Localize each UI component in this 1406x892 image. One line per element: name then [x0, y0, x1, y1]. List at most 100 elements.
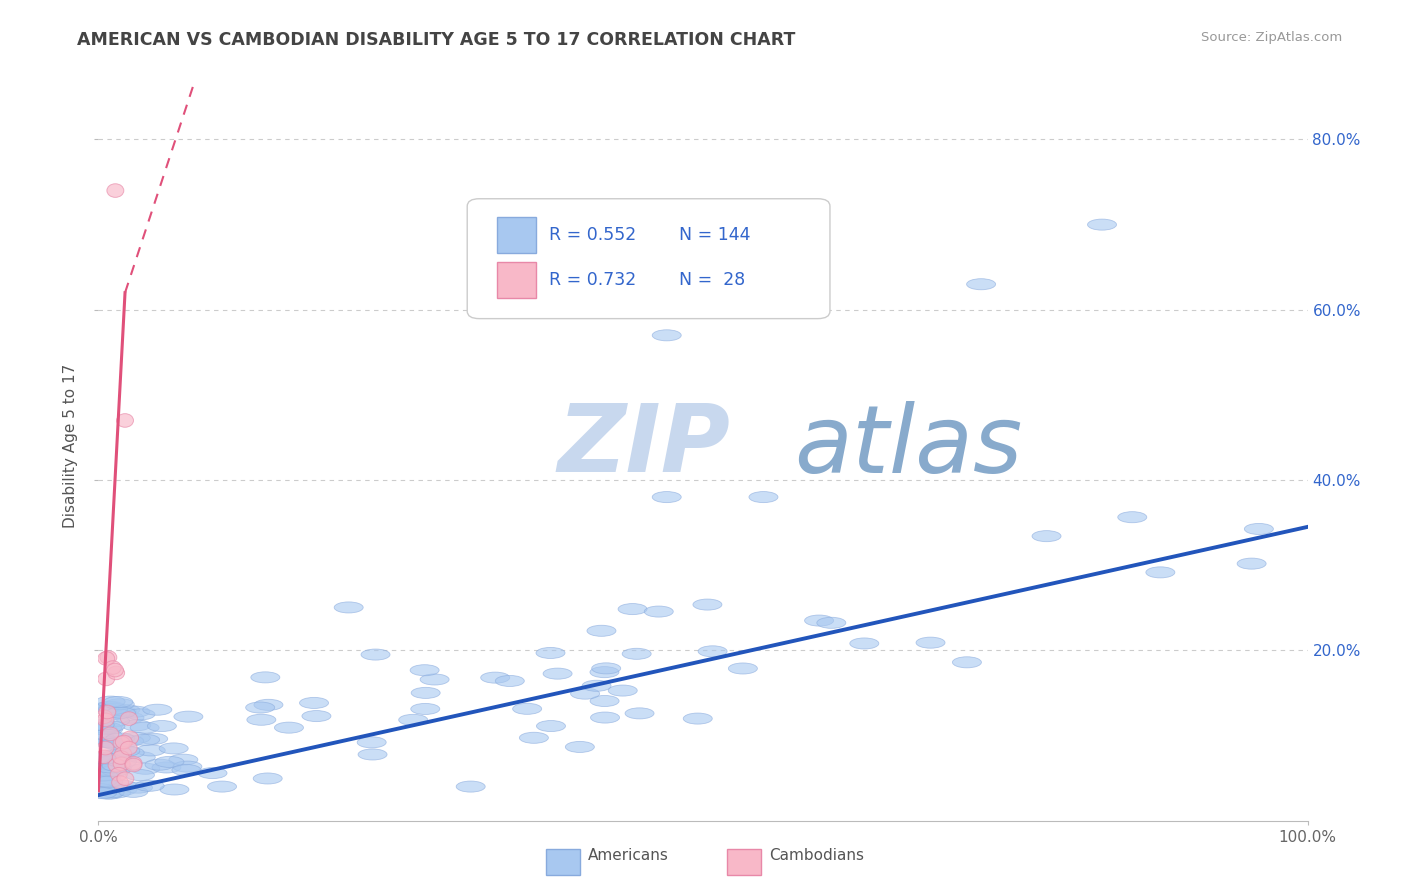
FancyBboxPatch shape — [546, 849, 579, 875]
Ellipse shape — [565, 741, 595, 753]
Ellipse shape — [481, 672, 510, 683]
Ellipse shape — [93, 730, 122, 740]
Ellipse shape — [115, 735, 132, 749]
Ellipse shape — [586, 625, 616, 636]
Ellipse shape — [100, 738, 129, 749]
Ellipse shape — [917, 637, 945, 648]
Ellipse shape — [96, 710, 112, 723]
Ellipse shape — [131, 723, 159, 733]
Ellipse shape — [804, 615, 834, 626]
Ellipse shape — [536, 648, 565, 658]
Ellipse shape — [1244, 524, 1274, 534]
Ellipse shape — [135, 780, 165, 791]
Ellipse shape — [100, 736, 128, 747]
Ellipse shape — [543, 668, 572, 679]
Ellipse shape — [357, 737, 387, 747]
Ellipse shape — [121, 741, 138, 755]
Ellipse shape — [112, 751, 129, 764]
Ellipse shape — [626, 708, 654, 719]
Ellipse shape — [1146, 566, 1175, 578]
Ellipse shape — [1032, 531, 1062, 541]
Ellipse shape — [94, 737, 122, 748]
Ellipse shape — [86, 721, 114, 731]
Ellipse shape — [87, 765, 115, 776]
FancyBboxPatch shape — [727, 849, 761, 875]
Ellipse shape — [198, 767, 226, 779]
Ellipse shape — [121, 712, 138, 725]
Ellipse shape — [125, 770, 155, 780]
Text: Cambodians: Cambodians — [769, 848, 865, 863]
Text: N =  28: N = 28 — [679, 270, 745, 289]
Ellipse shape — [513, 703, 541, 714]
Ellipse shape — [621, 648, 651, 659]
FancyBboxPatch shape — [467, 199, 830, 318]
Ellipse shape — [411, 688, 440, 698]
Ellipse shape — [97, 749, 127, 761]
Ellipse shape — [91, 753, 121, 764]
Ellipse shape — [609, 685, 637, 696]
Ellipse shape — [89, 785, 118, 796]
Ellipse shape — [94, 776, 122, 788]
Ellipse shape — [105, 698, 135, 710]
Ellipse shape — [136, 745, 166, 756]
Ellipse shape — [817, 617, 846, 628]
Ellipse shape — [107, 184, 124, 197]
Ellipse shape — [97, 713, 114, 727]
Ellipse shape — [105, 733, 135, 744]
Ellipse shape — [537, 721, 565, 731]
Ellipse shape — [101, 708, 129, 720]
Ellipse shape — [420, 674, 449, 685]
Ellipse shape — [112, 736, 131, 750]
Ellipse shape — [97, 756, 127, 767]
Ellipse shape — [100, 760, 129, 772]
Ellipse shape — [111, 776, 128, 789]
Ellipse shape — [159, 743, 188, 754]
Ellipse shape — [591, 666, 619, 678]
Ellipse shape — [591, 712, 620, 723]
Ellipse shape — [693, 599, 721, 610]
Ellipse shape — [172, 764, 201, 775]
Ellipse shape — [86, 720, 114, 731]
Ellipse shape — [125, 758, 142, 772]
Ellipse shape — [94, 789, 124, 799]
Ellipse shape — [107, 664, 124, 677]
Ellipse shape — [97, 741, 114, 755]
Ellipse shape — [111, 705, 139, 715]
Text: Americans: Americans — [588, 848, 669, 863]
Ellipse shape — [110, 767, 127, 781]
Ellipse shape — [139, 733, 167, 744]
Ellipse shape — [96, 762, 125, 772]
Text: R = 0.732: R = 0.732 — [550, 270, 637, 289]
Ellipse shape — [582, 681, 612, 691]
Ellipse shape — [87, 788, 117, 798]
Ellipse shape — [107, 756, 136, 767]
Ellipse shape — [125, 756, 142, 770]
Ellipse shape — [173, 761, 202, 772]
Ellipse shape — [208, 781, 236, 792]
Ellipse shape — [96, 787, 124, 798]
Ellipse shape — [89, 723, 117, 735]
Ellipse shape — [96, 750, 112, 764]
Ellipse shape — [728, 663, 758, 674]
Ellipse shape — [683, 713, 713, 724]
Ellipse shape — [122, 731, 139, 745]
Ellipse shape — [108, 666, 125, 680]
Ellipse shape — [101, 727, 118, 740]
Ellipse shape — [143, 704, 172, 715]
Ellipse shape — [107, 706, 136, 717]
Ellipse shape — [101, 765, 131, 776]
Ellipse shape — [117, 772, 134, 786]
Ellipse shape — [108, 758, 125, 772]
Ellipse shape — [112, 757, 131, 771]
FancyBboxPatch shape — [498, 261, 536, 298]
Ellipse shape — [86, 732, 115, 744]
Ellipse shape — [98, 766, 127, 778]
Ellipse shape — [111, 746, 139, 756]
Ellipse shape — [411, 665, 439, 676]
Ellipse shape — [411, 704, 440, 714]
Ellipse shape — [90, 703, 118, 714]
Ellipse shape — [145, 759, 174, 770]
Ellipse shape — [89, 774, 118, 786]
Ellipse shape — [1237, 558, 1267, 569]
Ellipse shape — [131, 764, 160, 774]
